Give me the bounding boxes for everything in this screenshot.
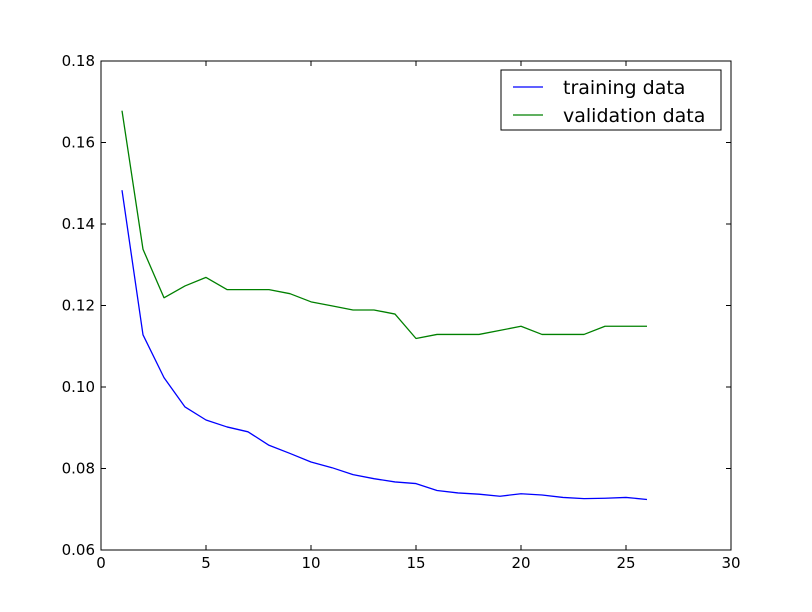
y-tick-label: 0.06	[62, 541, 95, 559]
x-tick-label: 5	[201, 554, 211, 572]
x-tick-label: 20	[511, 554, 530, 572]
plot-background	[101, 61, 731, 550]
series-layer	[121, 110, 648, 501]
x-tick-label: 0	[96, 554, 106, 572]
legend-label-validation: validation data	[563, 105, 705, 127]
y-tick-label: 0.18	[62, 52, 95, 70]
y-tick-label: 0.10	[62, 378, 95, 396]
y-tick-label: 0.14	[62, 215, 95, 233]
legend: training data validation data	[500, 69, 722, 131]
series-line-0	[121, 190, 648, 501]
x-tick-label: 25	[616, 554, 635, 572]
x-tick-label: 30	[721, 554, 740, 572]
x-tick-label: 15	[406, 554, 425, 572]
y-tick-label: 0.08	[62, 460, 95, 478]
axis-ticks: 0 5 10 15 20 25 30 0.06 0.08 0.10 0.12 0.14 0.16 0.18	[62, 52, 741, 572]
legend-box	[500, 69, 722, 131]
y-tick-label: 0.12	[62, 297, 95, 315]
x-tick-label: 10	[301, 554, 320, 572]
legend-label-training: training data	[563, 77, 685, 99]
series-line-1	[121, 110, 647, 340]
y-tick-label: 0.16	[62, 134, 95, 152]
